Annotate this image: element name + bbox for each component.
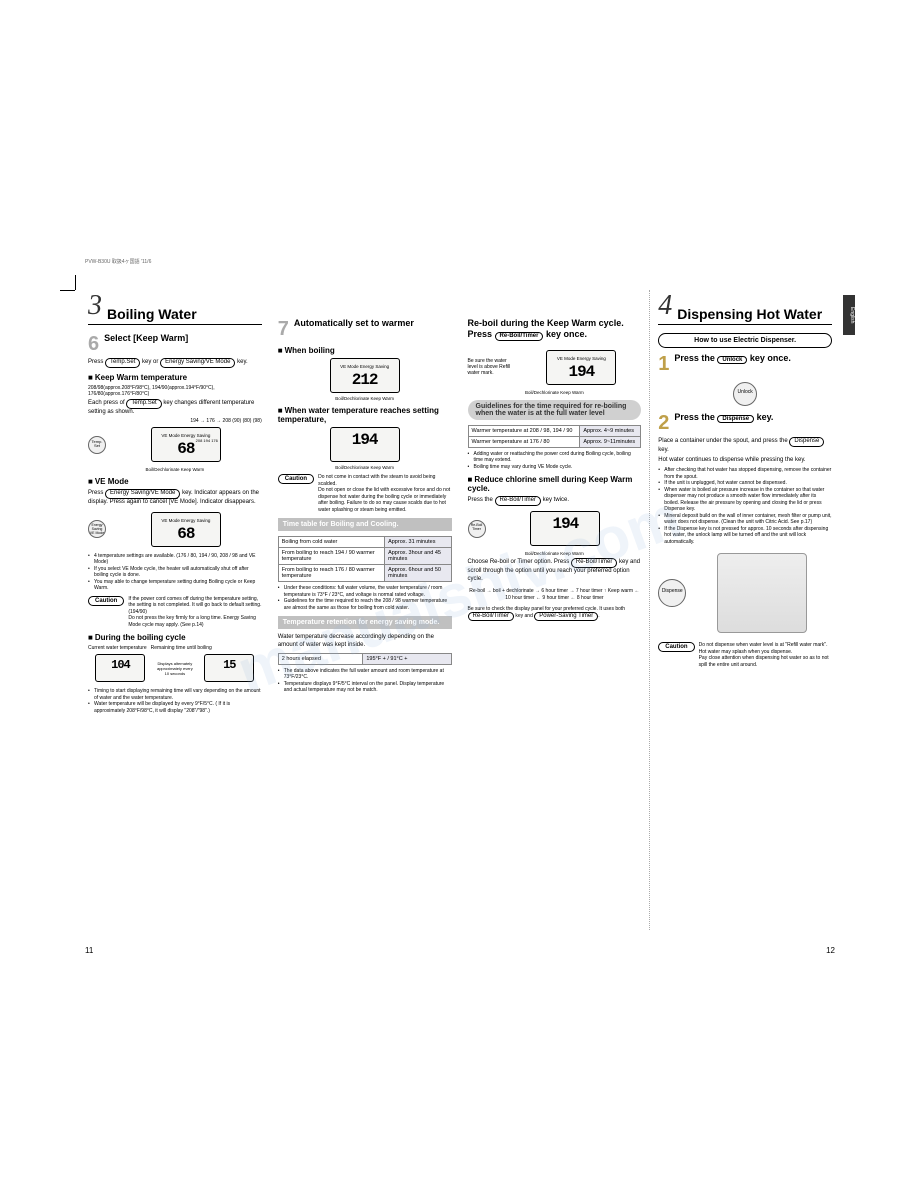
when-reaches-head: When water temperature reaches setting t… — [278, 406, 452, 424]
guide-notes: Adding water or reattaching the power co… — [468, 451, 642, 471]
during-boiling-head: During the boiling cycle — [88, 633, 262, 642]
temp-list: 208/98(approx.208°F/98°C), 194/90(approx… — [88, 385, 262, 397]
step-number: 2 — [658, 412, 669, 435]
during-notes: Timing to start displaying remaining tim… — [88, 688, 262, 714]
dispense-button-icon: Dispense — [658, 579, 686, 607]
caution-box: Caution If the power cord comes off duri… — [88, 596, 262, 629]
choose-text: Choose Re-boil or Timer option. Press Re… — [468, 558, 642, 583]
refill-note: Be sure the water level is above Refill … — [468, 358, 518, 376]
remaining-time-label: Remaining time until boiling — [151, 645, 212, 651]
unlock-button-icon: Unlock — [733, 382, 757, 406]
boiling-time-table: Boiling from cold waterApprox. 31 minute… — [278, 536, 452, 582]
unlock-key: Unlock — [717, 356, 747, 364]
section-3-header: 3 Boiling Water — [88, 290, 262, 325]
section-title: Boiling Water — [107, 306, 197, 322]
guidelines-heading: Guidelines for the time required for re-… — [468, 400, 642, 420]
tempset-key: Temp.Set — [126, 399, 161, 409]
column-2: 7 Automatically set to warmer When boili… — [270, 290, 460, 930]
section-4-header: 4 Dispensing Hot Water — [658, 290, 832, 325]
dispense-key: Dispense — [717, 415, 754, 423]
step-number: 6 — [88, 333, 99, 356]
caution-box: Caution Do not dispense when water level… — [658, 642, 832, 668]
step-7: 7 Automatically set to warmer — [278, 318, 452, 341]
step-title: Select [Keep Warm] — [104, 333, 188, 343]
press-instruction: Press Temp.Set key or Energy Saving/VE M… — [88, 358, 262, 368]
step-title: Press the Unlock key once. — [674, 353, 791, 364]
vemode-key: Energy Saving/VE Mode — [105, 489, 180, 499]
vemode-head: VE Mode — [88, 477, 262, 486]
lcd-display: 194 — [330, 427, 400, 462]
step-1: 1 Press the Unlock key once. — [658, 353, 832, 376]
step-number: 7 — [278, 318, 289, 341]
page-number-left: 11 — [85, 946, 93, 955]
retention-text: Water temperature decrease accordingly d… — [278, 634, 452, 650]
lcd-display-right: 15 — [204, 654, 254, 682]
display-bottom-labels: Boil/Dechlorinate Keep Warm — [88, 467, 262, 472]
step-number: 1 — [658, 353, 669, 376]
chlorine-head: Reduce chlorine smell during Keep Warm c… — [468, 475, 642, 493]
tempset-key: Temp.Set — [105, 358, 140, 368]
lcd-display: VE Mode Energy Saving 212 — [330, 358, 400, 393]
howto-box: How to use Electric Dispenser. — [658, 333, 832, 348]
flow-note: Be sure to check the display panel for y… — [468, 606, 642, 621]
lcd-display: VE Mode Energy Saving 68 — [151, 512, 221, 547]
step6-notes: 4 temperature settings are available. (1… — [88, 553, 262, 592]
lcd-display: VE Mode Energy Saving 68 208 194 176 — [151, 427, 221, 462]
reboil-button-icon: Re-BoilTimer — [468, 520, 486, 538]
step-title: Press the Dispense key. — [674, 412, 773, 423]
manual-spread: 3 Boiling Water 6 Select [Keep Warm] Pre… — [80, 290, 840, 930]
lcd-display: 194 — [530, 511, 600, 546]
energysaving-key: Energy Saving/VE Mode — [160, 358, 235, 368]
caution-box: Caution Do not come in contact with the … — [278, 474, 452, 513]
section-title: Dispensing Hot Water — [677, 306, 822, 322]
section-number: 3 — [88, 290, 102, 322]
tempset-button-icon: Temp.Set — [88, 436, 106, 454]
reboil-time-table: Warmer temperature at 208 / 98, 194 / 90… — [468, 425, 642, 448]
column-4: English 4 Dispensing Hot Water How to us… — [649, 290, 840, 930]
caution-label: Caution — [278, 474, 314, 484]
chlorine-text: Press the Re-Boil/Timer key twice. — [468, 496, 642, 506]
reboil-key: Re-Boil/Timer — [571, 558, 617, 568]
alternate-label: Displays alternately approximately every… — [155, 661, 195, 676]
vemode-text: Press Energy Saving/VE Mode key. Indicat… — [88, 489, 262, 507]
current-temp-label: Current water temperature — [88, 645, 147, 651]
section-number: 4 — [658, 290, 672, 322]
step-6: 6 Select [Keep Warm] — [88, 333, 262, 356]
table-notes: Under these conditions: full water volum… — [278, 585, 452, 611]
retention-notes: The data above indicates the full water … — [278, 668, 452, 694]
step2-continue: Hot water continues to dispense while pr… — [658, 457, 832, 465]
reboil-heading: Re-boil during the Keep Warm cycle. Pres… — [468, 318, 642, 341]
language-tab: English — [843, 295, 855, 335]
retention-table: 2 hours elapsed195°F + / 91°C + — [278, 653, 452, 665]
page-number-right: 12 — [826, 946, 835, 955]
column-1: 3 Boiling Water 6 Select [Keep Warm] Pre… — [80, 290, 270, 930]
timetable-heading: Time table for Boiling and Cooling. — [278, 518, 452, 531]
keepwarm-temp-head: Keep Warm temperature — [88, 373, 262, 382]
step-2: 2 Press the Dispense key. — [658, 412, 832, 435]
header-code: PVW-B30U 取扱4ヶ国語 '11/6 — [85, 258, 151, 265]
step-title: Automatically set to warmer — [294, 318, 414, 328]
device-illustration — [717, 553, 807, 633]
column-3: Re-boil during the Keep Warm cycle. Pres… — [460, 290, 650, 930]
reboil-key: Re-Boil/Timer — [495, 496, 541, 506]
each-press: Each press of Temp.Set key changes diffe… — [88, 399, 262, 417]
lcd-display: VE Mode Energy Saving 194 — [546, 350, 616, 385]
step2-notes: After checking that hot water has stoppe… — [658, 467, 832, 545]
step2-body: Place a container under the spout, and p… — [658, 437, 832, 455]
lcd-display-left: 104 — [95, 654, 145, 682]
caution-label: Caution — [88, 596, 124, 606]
reboil-key: Re-Boil/Timer — [495, 332, 544, 341]
caution-label: Caution — [658, 642, 694, 652]
option-flow-diagram: Re-boil → boil + dechlorinate → 6 hour t… — [468, 588, 642, 602]
crop-mark — [60, 275, 80, 295]
when-boiling-head: When boiling — [278, 346, 452, 355]
dispense-key: Dispense — [789, 437, 824, 447]
vemode-button-icon: Energy SavingVE Mode — [88, 520, 106, 538]
retention-heading: Temperature retention for energy saving … — [278, 616, 452, 629]
